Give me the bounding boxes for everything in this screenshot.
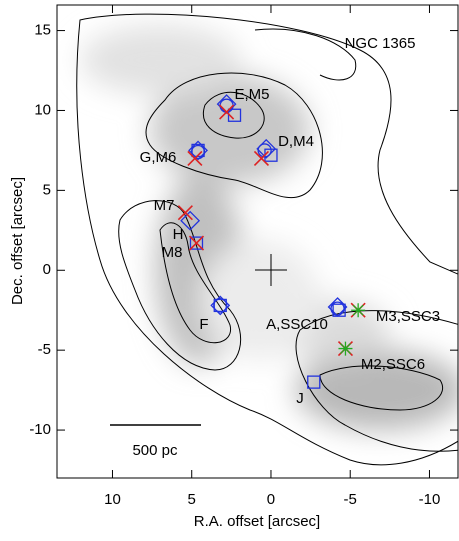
annotation: H: [173, 226, 184, 243]
emission-map: [77, 14, 459, 465]
annotation: M8: [162, 244, 183, 261]
x-tick-label: -5: [344, 491, 357, 508]
x-tick-label: 10: [104, 491, 121, 508]
y-axis-label: Dec. offset [arcsec]: [9, 177, 26, 305]
y-tick-label: 0: [43, 261, 51, 278]
page: {"chart_data": { "type": "scatter", "xla…: [0, 0, 459, 536]
annotation: E,M5: [234, 86, 269, 103]
annotation: F: [199, 316, 208, 333]
y-tick-label: -5: [38, 341, 51, 358]
annotation: NGC 1365: [345, 35, 416, 52]
y-tick-label: 5: [43, 181, 51, 198]
annotation: M2,SSC6: [361, 356, 425, 373]
y-tick-label: -10: [29, 421, 51, 438]
y-tick-label: 15: [34, 22, 51, 39]
marker-asterisk: [351, 303, 365, 317]
marker-asterisk: [338, 342, 352, 356]
annotation: 500 pc: [132, 442, 178, 459]
annotation: J: [296, 390, 304, 407]
x-axis-label: R.A. offset [arcsec]: [194, 513, 320, 530]
annotation: M7: [154, 197, 175, 214]
x-tick-label: -10: [419, 491, 441, 508]
annotation: A,SSC10: [266, 316, 328, 333]
annotation: D,M4: [278, 133, 314, 150]
x-tick-label: 5: [188, 491, 196, 508]
annotation: M3,SSC3: [376, 308, 440, 325]
annotation: G,M6: [140, 149, 177, 166]
x-tick-label: 0: [267, 491, 275, 508]
y-tick-label: 10: [34, 101, 51, 118]
chart: R.A. offset [arcsec] Dec. offset [arcsec…: [0, 0, 459, 536]
